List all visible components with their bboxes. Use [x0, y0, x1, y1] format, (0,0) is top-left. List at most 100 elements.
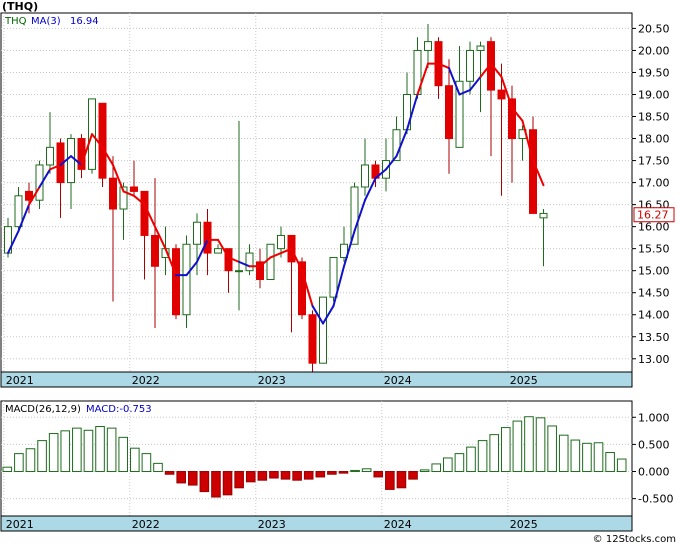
macd-legend-value: MACD:-0.753	[86, 404, 152, 415]
ma-segment	[385, 155, 398, 171]
price-tick-label: 13.50	[638, 331, 670, 344]
macd-bar-positive	[477, 440, 488, 473]
macd-bar-negative	[176, 471, 186, 484]
macd-legend-name: MACD(26,12,9)	[5, 404, 81, 415]
ma-segment	[290, 247, 303, 272]
ma-segment	[500, 75, 513, 109]
candle-body-up	[455, 80, 464, 148]
ma-segment	[458, 89, 471, 96]
legend-symbol: THQ	[4, 16, 27, 27]
candle-body-down	[508, 98, 516, 140]
macd-bar-positive	[95, 425, 105, 473]
candle-body-down	[256, 261, 264, 280]
ma-segment	[7, 230, 20, 255]
price-year-label: 2023	[258, 374, 286, 387]
macd-bar-negative	[292, 471, 302, 481]
candle-body-down	[140, 190, 149, 236]
candle	[497, 63, 506, 196]
price-tick-label: 18.50	[638, 111, 670, 124]
macd-bar-positive	[48, 433, 59, 473]
candle	[109, 156, 117, 302]
candle-body-up	[539, 212, 548, 219]
ma-segment	[301, 269, 314, 307]
ma-segment	[133, 194, 146, 206]
legend-ma-value: 16.94	[70, 16, 99, 27]
chart-title: (THQ)	[2, 0, 39, 13]
candle	[487, 37, 495, 157]
ma-segment	[448, 67, 461, 96]
price-tick-label: 14.00	[638, 309, 670, 322]
ma-segment	[416, 62, 429, 96]
candle-body-up	[350, 186, 359, 245]
ma-segment	[521, 119, 534, 162]
macd-bar-negative	[199, 471, 210, 493]
price-tick-label: 18.00	[638, 133, 670, 146]
last-price-box	[633, 207, 675, 223]
price-year-label: 2022	[132, 374, 160, 387]
candle-body-up	[214, 248, 222, 254]
macd-x-axis-band	[0, 515, 633, 532]
candle-body-up	[424, 41, 432, 51]
candle-body-up	[46, 146, 54, 166]
ma-segment	[280, 247, 293, 255]
price-x-axis-labels: 2021 2022 2023 2024 2025	[6, 374, 538, 387]
candle	[266, 243, 275, 280]
candle	[308, 310, 317, 372]
ma-segment	[406, 93, 419, 131]
price-tick-label: 17.00	[638, 177, 670, 190]
candle-body-up	[245, 252, 254, 272]
candle-body-up	[466, 49, 474, 82]
macd-bar-positive	[616, 458, 627, 473]
candle-body-down	[109, 177, 117, 210]
ma-segment	[185, 260, 198, 277]
ma-segment	[28, 185, 41, 206]
macd-year-label: 2022	[132, 518, 160, 531]
candle	[466, 41, 474, 95]
macd-bar-negative	[338, 471, 349, 474]
candle	[529, 116, 537, 214]
macd-year-label: 2025	[510, 518, 538, 531]
macd-bar-positive	[37, 440, 47, 473]
candle	[172, 244, 180, 320]
macd-bar-positive	[605, 452, 615, 473]
macd-bar-positive	[582, 442, 592, 473]
macd-bar-negative	[222, 471, 233, 496]
ma-segment	[374, 168, 387, 180]
price-tick-label: 14.50	[638, 287, 670, 300]
candle	[130, 160, 138, 196]
macd-bar-positive	[431, 463, 442, 473]
ma-segment	[80, 133, 93, 166]
price-legend: THQ MA(3) 16.94	[4, 16, 99, 27]
candle-body-down	[130, 186, 138, 192]
candle-body-up	[476, 45, 485, 51]
ma-segment	[364, 177, 377, 202]
macd-bar-negative	[269, 471, 279, 479]
macd-bar-negative	[408, 471, 418, 480]
ma-segment	[532, 159, 545, 187]
candle-body-up	[235, 270, 243, 273]
price-tick-label: 20.50	[638, 22, 670, 35]
macd-x-axis-labels: 2021 2022 2023 2024 2025	[6, 518, 538, 531]
ma-segment	[437, 62, 450, 70]
macd-bar-positive	[466, 446, 476, 473]
macd-bar-negative	[211, 471, 221, 498]
ma-segment	[70, 155, 83, 166]
macd-tick-label: 0.000	[638, 466, 670, 479]
credit-label: © 12Stocks.com	[592, 534, 676, 545]
macd-bar-positive	[500, 427, 511, 473]
ma-segment	[112, 163, 125, 193]
macd-bar-positive	[83, 429, 94, 473]
candle	[256, 248, 264, 289]
ma-segment	[196, 238, 209, 263]
macd-bar-positive	[512, 420, 523, 473]
ma-segment	[143, 203, 156, 228]
candle	[151, 178, 159, 328]
ma-segment	[269, 252, 282, 259]
candle	[14, 186, 23, 232]
candle	[193, 213, 201, 276]
macd-year-label: 2024	[384, 518, 412, 531]
price-year-label: 2024	[384, 374, 412, 387]
macd-legend: MACD(26,12,9) MACD:-0.753	[5, 404, 152, 415]
